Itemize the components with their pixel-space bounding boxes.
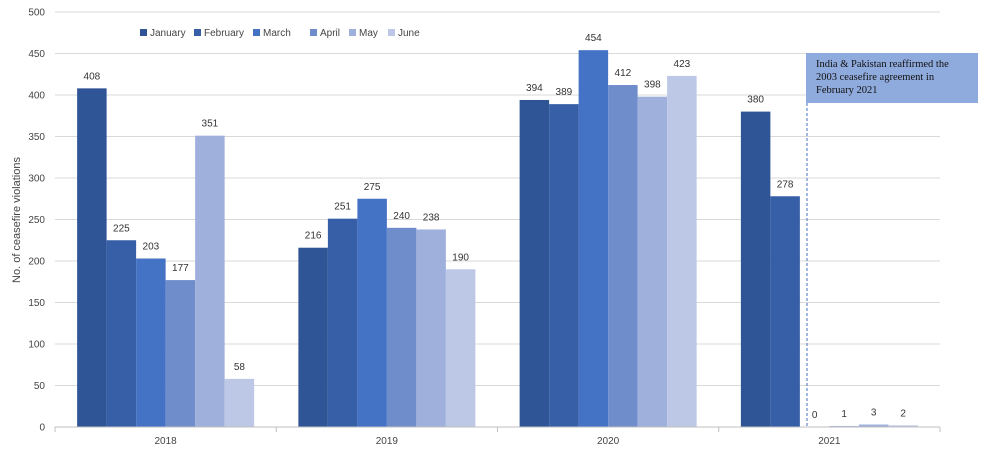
annotation-line-3: February 2021 [816, 85, 878, 96]
bar-june-2019 [445, 269, 476, 427]
bar-january-2018 [77, 88, 107, 428]
annotation-box: India & Pakistan reaffirmed the 2003 cea… [806, 53, 978, 103]
data-label: 203 [143, 242, 160, 253]
data-label: 398 [644, 80, 661, 91]
data-label: 454 [585, 33, 602, 44]
legend-swatch [194, 29, 201, 36]
bar-april-2020 [608, 85, 638, 427]
y-tick-label: 250 [28, 215, 45, 226]
y-tick-label: 500 [28, 8, 45, 19]
data-label: 251 [334, 202, 351, 213]
bar-january-2020 [519, 99, 550, 427]
data-label: 1 [841, 409, 847, 420]
bar-may-2020 [637, 96, 668, 427]
bar-may-2018 [195, 135, 225, 428]
bar-february-2018 [106, 240, 137, 427]
bar-january-2021 [740, 111, 771, 427]
bar-january-2019 [298, 247, 328, 427]
data-label: 389 [556, 87, 573, 98]
y-tick-label: 400 [28, 91, 45, 102]
y-axis-label: No. of ceasefire violations [11, 157, 23, 283]
data-label: 278 [777, 179, 794, 190]
data-label: 380 [747, 95, 764, 106]
data-label: 394 [526, 83, 543, 94]
y-tick-label: 300 [28, 174, 45, 185]
legend-item-may: May [349, 28, 378, 39]
bar-february-2021 [770, 196, 800, 427]
legend-item-march: March [253, 28, 291, 39]
data-label: 408 [84, 71, 101, 82]
data-label: 216 [305, 231, 322, 242]
legend-label: April [320, 28, 340, 39]
x-tick-label: 2020 [597, 436, 620, 447]
legend-swatch [253, 29, 260, 36]
bar-february-2019 [327, 218, 358, 427]
data-label: 238 [423, 212, 440, 223]
data-label: 240 [393, 211, 410, 222]
bar-may-2019 [416, 229, 446, 427]
data-label: 2 [900, 408, 906, 419]
y-axis-tick-labels: 0 50 100 150 200 250 300 350 400 450 500 [28, 8, 45, 434]
annotation-line-2: 2003 ceasefire agreement in [816, 72, 935, 83]
legend-swatch [310, 29, 317, 36]
legend-label: June [398, 28, 420, 39]
bar-june-2018 [224, 378, 255, 427]
bar-march-2018 [136, 258, 166, 427]
x-tick-label: 2018 [155, 436, 178, 447]
data-label: 412 [615, 68, 632, 79]
y-tick-label: 200 [28, 257, 45, 268]
legend-item-january: January [140, 28, 186, 39]
data-label: 423 [674, 59, 691, 70]
legend-item-april: April [310, 28, 340, 39]
legend-item-february: February [194, 28, 244, 39]
y-tick-label: 450 [28, 49, 45, 60]
y-tick-label: 100 [28, 340, 45, 351]
data-label: 190 [452, 252, 469, 263]
data-label: 351 [202, 119, 219, 130]
y-tick-label: 0 [39, 423, 45, 434]
legend-label: May [359, 28, 378, 39]
bar-series [77, 50, 918, 428]
x-axis: 2018 2019 2020 2021 [54, 426, 941, 447]
legend-label: March [263, 28, 291, 39]
y-tick-label: 350 [28, 132, 45, 143]
bar-march-2019 [357, 198, 387, 427]
legend-swatch [349, 29, 356, 36]
bar-june-2020 [667, 75, 697, 427]
bar-may-2021 [858, 424, 889, 427]
y-tick-label: 50 [34, 381, 46, 392]
legend: January February March April May June [140, 28, 420, 39]
data-label: 0 [812, 410, 818, 421]
x-tick-label: 2019 [376, 436, 399, 447]
bar-april-2018 [165, 280, 196, 427]
legend-label: February [204, 28, 244, 39]
legend-item-june: June [388, 28, 420, 39]
bar-june-2021 [888, 425, 918, 427]
data-label: 58 [234, 362, 246, 373]
data-label: 3 [871, 408, 877, 419]
legend-swatch [388, 29, 395, 36]
bar-february-2020 [549, 104, 579, 427]
y-tick-label: 150 [28, 298, 45, 309]
bar-march-2020 [578, 50, 609, 428]
legend-swatch [140, 29, 147, 36]
data-label: 225 [113, 223, 130, 234]
annotation-line-1: India & Pakistan reaffirmed the [816, 59, 949, 70]
bar-april-2019 [386, 227, 417, 427]
x-tick-label: 2021 [818, 436, 841, 447]
legend-label: January [150, 28, 186, 39]
data-label: 177 [172, 263, 189, 274]
annotation-box-background [806, 53, 978, 103]
data-label: 275 [364, 182, 381, 193]
